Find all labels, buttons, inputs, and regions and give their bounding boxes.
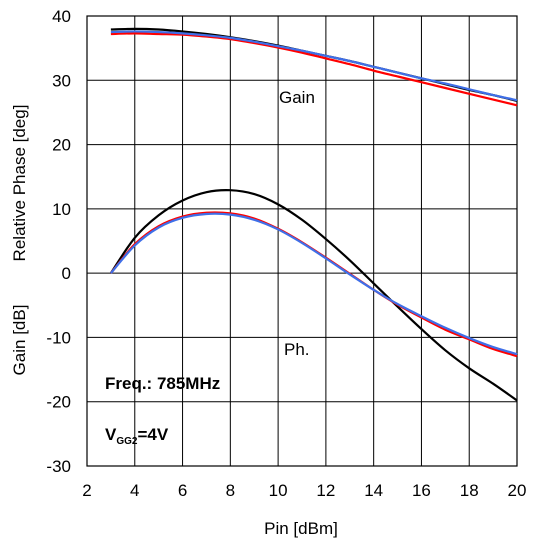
series-2-gain-line	[110, 30, 518, 102]
x-tick-label-4: 10	[269, 481, 288, 500]
x-tick-label-5: 12	[316, 481, 335, 500]
vgg-value: =4V	[137, 425, 168, 444]
x-tick-label-2: 6	[178, 481, 187, 500]
grid	[87, 16, 517, 466]
vgg-subscript: GG2	[116, 436, 138, 447]
x-tick-label-6: 14	[364, 481, 383, 500]
x-axis-label: Pin [dBm]	[264, 519, 338, 538]
y-tick-label-0: -30	[46, 457, 71, 476]
vgg-main: V	[105, 425, 117, 444]
y-tick-label-5: 20	[52, 136, 71, 155]
gain-annotation: Gain	[279, 88, 315, 107]
y-tick-label-3: 0	[62, 264, 71, 283]
y-tick-label-2: -10	[46, 328, 71, 347]
x-tick-label-8: 18	[460, 481, 479, 500]
y-tick-label-6: 30	[52, 71, 71, 90]
y-tick-label-4: 10	[52, 200, 71, 219]
x-tick-label-7: 16	[412, 481, 431, 500]
y-tick-label-7: 40	[52, 7, 71, 26]
y-tick-label-1: -20	[46, 393, 71, 412]
frequency-annotation: Freq.: 785MHz	[105, 374, 220, 393]
series-1-phase-line	[110, 211, 518, 358]
series-2-phase-line	[110, 212, 518, 356]
series-layer	[109, 27, 518, 402]
x-tick-label-1: 4	[130, 481, 139, 500]
phase-annotation: Ph.	[284, 340, 310, 359]
plot-frame	[86, 15, 518, 467]
y-tick-labels: -30 -20 -10 0 10 20 30 40	[46, 7, 71, 476]
y-axis-label-gain: Gain [dB]	[10, 305, 29, 376]
x-tick-label-3: 8	[226, 481, 235, 500]
vgg-annotation: VGG2=4V	[105, 425, 169, 447]
x-tick-label-9: 20	[508, 481, 527, 500]
x-tick-labels: 2 4 6 8 10 12 14 16 18 20	[82, 481, 526, 500]
y-axis-label-phase: Relative Phase [deg]	[10, 105, 29, 262]
series-1-gain-line	[110, 32, 518, 107]
series-0-phase-line	[109, 189, 518, 402]
x-tick-label-0: 2	[82, 481, 91, 500]
